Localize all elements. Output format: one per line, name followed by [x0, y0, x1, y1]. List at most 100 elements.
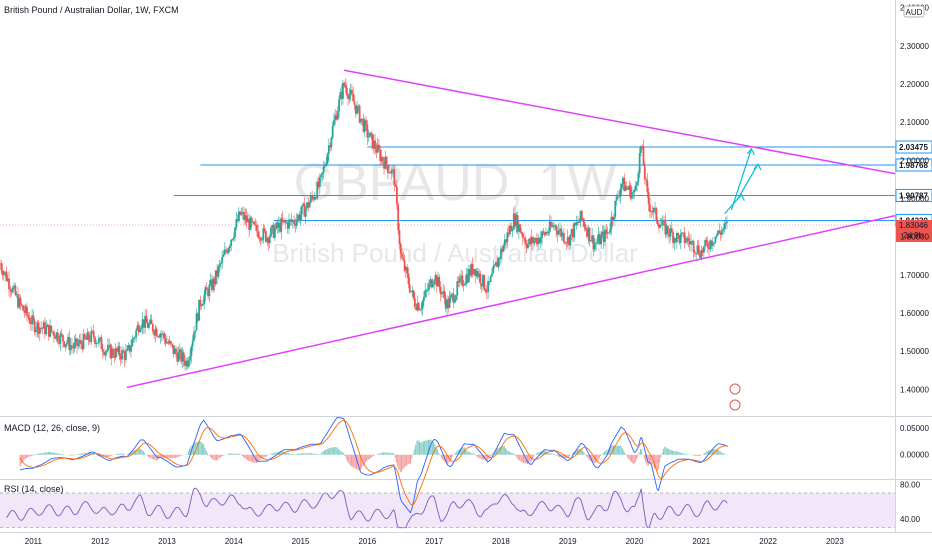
level-tag-label: 1.98768 — [899, 161, 928, 170]
price-pane[interactable] — [0, 0, 895, 416]
candle-body — [706, 242, 709, 248]
candle-body — [624, 186, 627, 192]
candle-body — [656, 220, 659, 225]
candle-body — [22, 305, 25, 311]
candle-body — [376, 144, 379, 153]
candle-body — [471, 264, 474, 275]
candle-body — [288, 219, 290, 229]
candle-body — [723, 223, 726, 229]
candle-body — [203, 295, 206, 305]
candle-body — [151, 324, 154, 332]
candle-body — [309, 195, 312, 203]
candle-body — [561, 233, 564, 237]
candle-body — [596, 241, 599, 244]
candle-body — [420, 308, 423, 310]
candle-body — [710, 240, 713, 246]
candle-body — [593, 244, 596, 250]
candle-body — [199, 299, 202, 306]
candle-body — [285, 222, 288, 224]
candle-body — [49, 325, 51, 337]
candle-body — [124, 350, 127, 360]
candle-body — [121, 350, 123, 360]
candle-body — [32, 315, 35, 321]
candle-body — [244, 215, 247, 221]
candle-body — [505, 239, 507, 243]
candle-body — [59, 333, 62, 344]
candle-body — [458, 277, 461, 283]
candle-body — [651, 211, 654, 213]
candle-body — [4, 271, 7, 273]
candle-body — [100, 337, 103, 350]
candle-body — [511, 229, 514, 232]
candle-body — [243, 211, 245, 221]
candle-body — [342, 82, 344, 99]
candle-body — [634, 185, 637, 191]
candle-body — [392, 169, 394, 171]
candle-body — [696, 245, 699, 254]
candle-body — [380, 156, 383, 161]
candle-body — [45, 326, 48, 335]
candle-body — [509, 225, 511, 235]
candle-body — [610, 216, 613, 230]
candle-body — [331, 125, 334, 138]
candle-body — [514, 213, 516, 227]
candle-body — [682, 232, 685, 234]
candle-body — [443, 291, 446, 299]
candle-body — [294, 224, 297, 226]
candle-body — [503, 239, 506, 246]
event-marker-icon[interactable] — [729, 383, 741, 395]
time-tick-label: 2015 — [292, 537, 310, 546]
price-tick-label: 1.70000 — [900, 271, 929, 280]
candle-body — [189, 356, 191, 361]
candle-body — [90, 330, 93, 342]
candle-body — [422, 296, 425, 301]
candle-body — [300, 205, 303, 215]
candle-body — [227, 248, 230, 253]
candle-body — [476, 270, 479, 278]
candle-body — [451, 293, 454, 295]
candle-body — [186, 360, 189, 367]
candle-body — [286, 222, 289, 229]
candle-body — [527, 244, 529, 249]
candle-body — [484, 289, 487, 292]
candle-body — [280, 218, 283, 232]
candle-body — [570, 229, 573, 235]
candle-body — [566, 237, 569, 244]
candle-body — [437, 277, 439, 287]
candle-body — [547, 231, 550, 234]
event-marker-icon[interactable] — [729, 399, 741, 411]
candle-body — [234, 227, 236, 238]
candle-body — [360, 118, 362, 123]
candle-body — [665, 225, 668, 235]
candle-body — [604, 229, 606, 243]
candle-body — [658, 224, 660, 228]
candle-body — [492, 266, 495, 274]
candle-body — [69, 345, 72, 350]
candle-body — [202, 304, 204, 306]
candle-body — [167, 342, 170, 344]
candle-body — [262, 228, 265, 240]
candle-body — [327, 145, 330, 154]
candle-body — [190, 346, 193, 357]
candle-body — [434, 275, 437, 281]
candle-body — [126, 348, 129, 351]
candle-body — [266, 238, 269, 242]
candle-body — [80, 339, 82, 344]
currency-badge[interactable] — [903, 5, 925, 18]
candle-body — [619, 188, 622, 197]
candle-body — [631, 192, 633, 199]
candle-body — [226, 251, 229, 253]
candle-body — [388, 172, 391, 174]
candle-body — [241, 211, 244, 213]
candle-body — [268, 236, 271, 244]
candle-body — [35, 329, 37, 333]
candle-body — [543, 232, 546, 235]
currency-label: AUD — [906, 8, 923, 17]
projection-arrow-head — [753, 163, 762, 171]
candle-body — [591, 235, 594, 241]
candle-body — [404, 267, 407, 271]
candle-body — [385, 156, 388, 166]
projection-arrow — [730, 148, 752, 211]
candle-body — [482, 274, 484, 287]
